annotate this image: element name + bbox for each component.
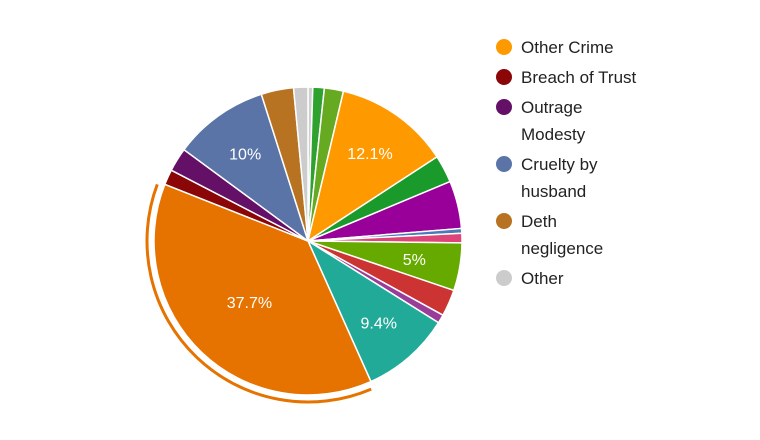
- pie-slice-other-crime[interactable]: [306, 90, 439, 243]
- pie-slices: [145, 86, 463, 404]
- legend-label: husband: [521, 182, 586, 201]
- legend-entry[interactable]: Outrage Modesty: [496, 98, 586, 144]
- legend-label: Other Crime: [521, 38, 614, 57]
- pie-slice-label: 37.7%: [227, 295, 272, 312]
- pie-slice-cruelty-by-husband[interactable]: [182, 93, 310, 243]
- legend-swatch: [496, 69, 512, 85]
- legend-swatch: [496, 270, 512, 286]
- pie-slice-label: 12.1%: [347, 146, 392, 163]
- legend-entry[interactable]: Breach of Trust: [496, 68, 637, 87]
- pie-slice-label: 9.4%: [361, 315, 397, 332]
- legend-entry[interactable]: Other Crime: [496, 38, 614, 57]
- legend-label: negligence: [521, 239, 603, 258]
- pie-slice-slice-12[interactable]: [153, 183, 372, 396]
- chart-legend: Other Crime Breach of Trust Outrage Modesty…: [496, 38, 637, 288]
- pie-slice-label: 10%: [229, 146, 261, 163]
- legend-label: Cruelty by: [521, 155, 598, 174]
- pie-slice-label: 5%: [403, 252, 426, 269]
- legend-label: Outrage: [521, 98, 582, 117]
- legend-label: Other: [521, 269, 564, 288]
- legend-entry[interactable]: Other: [496, 269, 564, 288]
- pie-slice-highlight-ring: [145, 183, 372, 404]
- pie-slice-other[interactable]: [292, 86, 309, 242]
- legend-entry[interactable]: Deth negligence: [496, 212, 603, 258]
- legend-swatch: [496, 156, 512, 172]
- legend-swatch: [496, 39, 512, 55]
- legend-swatch: [496, 99, 512, 115]
- legend-label: Deth: [521, 212, 557, 231]
- legend-label: Modesty: [521, 125, 586, 144]
- pie-slice-slice-11[interactable]: [306, 239, 440, 383]
- pie-slice-labels: 12.1% 5% 9.4% 37.7% 10%: [227, 146, 426, 333]
- legend-swatch: [496, 213, 512, 229]
- legend-label: Breach of Trust: [521, 68, 637, 87]
- legend-entry[interactable]: Cruelty by husband: [496, 155, 598, 201]
